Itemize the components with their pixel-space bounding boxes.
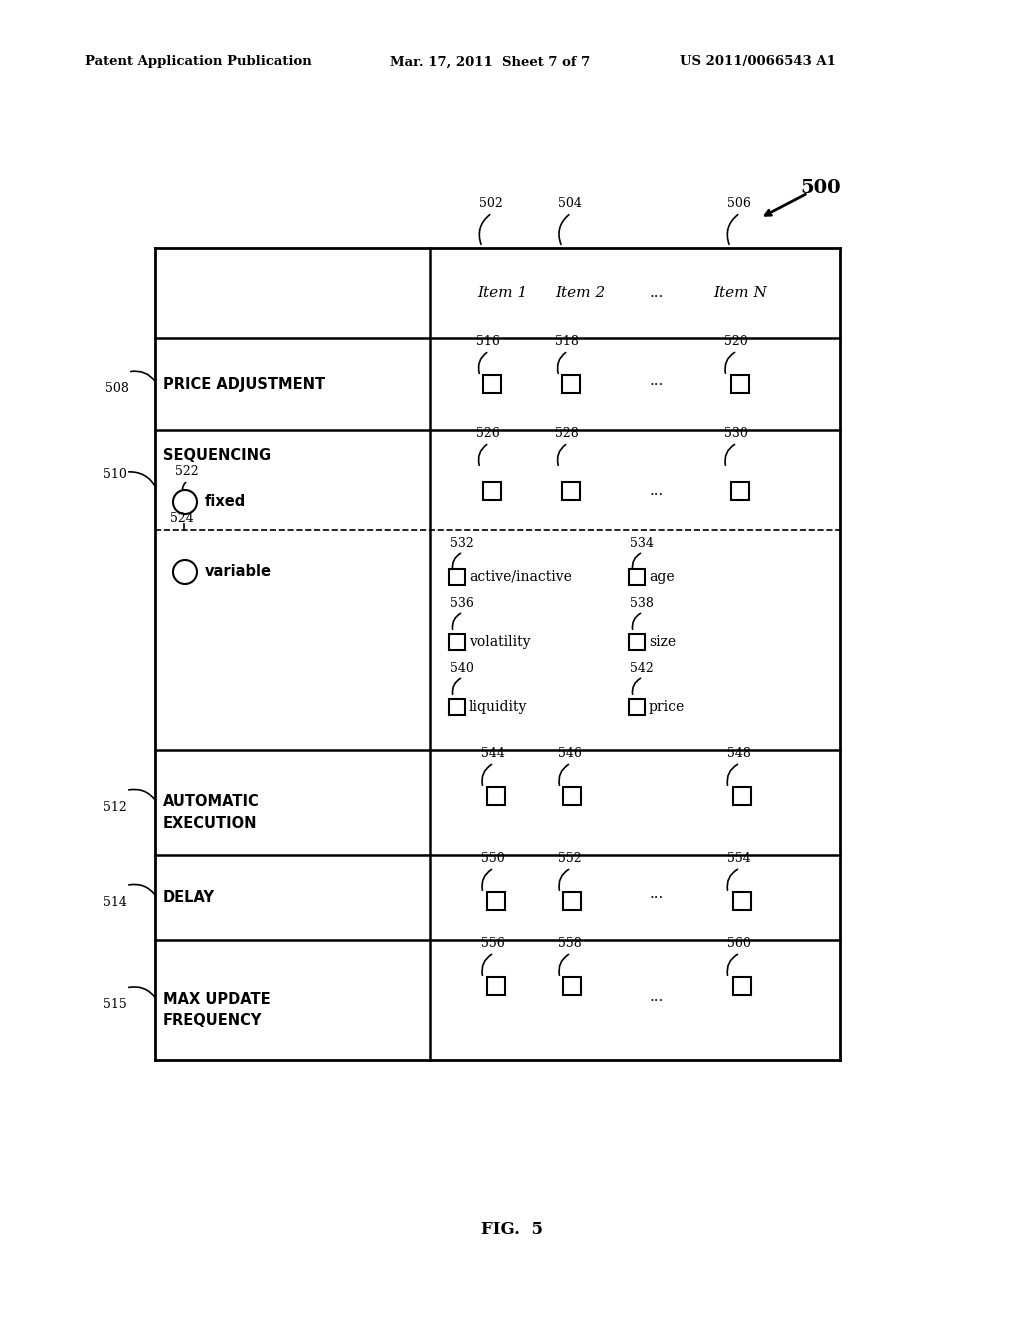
Text: 520: 520 [724, 335, 748, 348]
Text: DELAY: DELAY [163, 890, 215, 906]
Text: ...: ... [650, 484, 665, 498]
Text: Item 2: Item 2 [555, 286, 605, 300]
Text: 534: 534 [630, 537, 654, 550]
Text: 506: 506 [727, 197, 751, 210]
Text: 560: 560 [727, 937, 751, 950]
Text: 518: 518 [555, 335, 579, 348]
Text: 528: 528 [555, 426, 579, 440]
Text: 554: 554 [727, 851, 751, 865]
Text: 522: 522 [175, 465, 199, 478]
Text: age: age [649, 570, 675, 583]
Text: 516: 516 [476, 335, 500, 348]
Text: Patent Application Publication: Patent Application Publication [85, 55, 311, 69]
Text: 514: 514 [103, 896, 127, 909]
Text: Item 1: Item 1 [477, 286, 527, 300]
Text: 546: 546 [558, 747, 582, 760]
Text: size: size [649, 635, 676, 649]
Text: 532: 532 [450, 537, 474, 550]
Text: 552: 552 [558, 851, 582, 865]
Text: AUTOMATIC
EXECUTION: AUTOMATIC EXECUTION [163, 795, 260, 830]
Text: 510: 510 [103, 469, 127, 482]
Text: 500: 500 [800, 180, 841, 197]
Text: SEQUENCING: SEQUENCING [163, 447, 271, 463]
Text: 548: 548 [727, 747, 751, 760]
Text: fixed: fixed [205, 495, 246, 510]
Text: MAX UPDATE
FREQUENCY: MAX UPDATE FREQUENCY [163, 993, 270, 1028]
Text: 542: 542 [630, 663, 653, 675]
Text: 524: 524 [170, 512, 194, 525]
Text: 515: 515 [103, 998, 127, 1011]
Text: 512: 512 [103, 801, 127, 814]
Text: variable: variable [205, 565, 272, 579]
Text: 540: 540 [450, 663, 474, 675]
Text: Mar. 17, 2011  Sheet 7 of 7: Mar. 17, 2011 Sheet 7 of 7 [390, 55, 590, 69]
Text: 508: 508 [105, 383, 129, 396]
Text: 544: 544 [481, 747, 505, 760]
Text: 538: 538 [630, 597, 654, 610]
Text: 558: 558 [558, 937, 582, 950]
Text: volatility: volatility [469, 635, 530, 649]
Text: ...: ... [650, 990, 665, 1005]
Text: PRICE ADJUSTMENT: PRICE ADJUSTMENT [163, 376, 326, 392]
Text: price: price [649, 700, 685, 714]
Text: 502: 502 [479, 197, 503, 210]
Text: FIG.  5: FIG. 5 [481, 1221, 543, 1238]
Text: Item N: Item N [713, 286, 767, 300]
Text: 550: 550 [481, 851, 505, 865]
Text: 556: 556 [481, 937, 505, 950]
Text: 536: 536 [450, 597, 474, 610]
Text: 530: 530 [724, 426, 748, 440]
Text: ...: ... [650, 374, 665, 388]
Text: ...: ... [650, 887, 665, 902]
Text: ...: ... [650, 286, 665, 300]
Text: 526: 526 [476, 426, 500, 440]
Text: 504: 504 [558, 197, 582, 210]
Text: US 2011/0066543 A1: US 2011/0066543 A1 [680, 55, 836, 69]
Text: active/inactive: active/inactive [469, 570, 571, 583]
Text: liquidity: liquidity [469, 700, 527, 714]
